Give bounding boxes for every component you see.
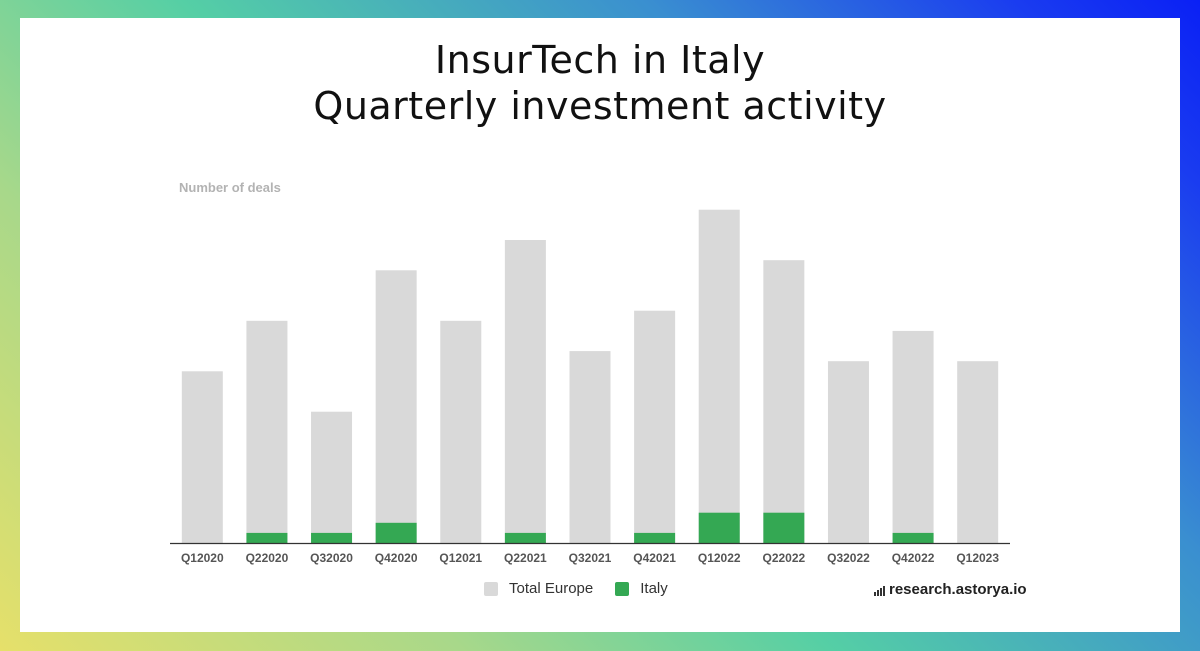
bar-italy-q22021 xyxy=(504,532,546,543)
bar-total-europe-q12021 xyxy=(440,320,482,543)
legend-item-total-europe: Total Europe xyxy=(484,580,593,597)
bar-total-europe-q22022 xyxy=(763,260,805,543)
legend-swatch-italy xyxy=(615,581,630,596)
y-axis-label: Number of deals xyxy=(179,180,281,195)
bar-total-europe-q42021 xyxy=(634,310,676,543)
brand-watermark: research.astorya.io xyxy=(874,581,1027,598)
x-tick-label: Q42022 xyxy=(892,551,935,565)
x-tick-label: Q32022 xyxy=(827,551,870,565)
bar-total-europe-q42022 xyxy=(892,330,934,543)
bar-total-europe-q12023 xyxy=(957,361,999,543)
bar-italy-q12022 xyxy=(698,512,740,543)
bar-italy-q22020 xyxy=(246,532,288,543)
legend-label-total-europe: Total Europe xyxy=(509,580,594,597)
bar-italy-q42022 xyxy=(892,532,934,543)
x-tick-label: Q32020 xyxy=(310,551,353,565)
x-tick-label: Q22020 xyxy=(246,551,289,565)
x-tick-label: Q12021 xyxy=(439,551,482,565)
legend-label-italy: Italy xyxy=(640,580,668,597)
x-tick-label: Q42021 xyxy=(633,551,676,565)
x-tick-label: Q22021 xyxy=(504,551,547,565)
legend-swatch-total-europe xyxy=(484,581,498,596)
bar-total-europe-q32020 xyxy=(311,411,353,543)
bar-total-europe-q12022 xyxy=(698,209,740,543)
x-tick-label: Q12020 xyxy=(181,551,224,565)
chart-title: InsurTech in Italy xyxy=(434,38,766,82)
bar-italy-q32020 xyxy=(311,532,353,543)
brand-text: research.astorya.io xyxy=(889,581,1027,598)
bar-italy-q22022 xyxy=(763,512,805,543)
bar-total-europe-q42020 xyxy=(375,270,417,543)
bar-italy-q42020 xyxy=(375,522,417,543)
x-tick-label: Q42020 xyxy=(375,551,418,565)
bar-total-europe-q12020 xyxy=(181,371,223,543)
legend-item-italy: Italy xyxy=(615,580,668,597)
bar-italy-q42021 xyxy=(634,532,676,543)
x-tick-label: Q32021 xyxy=(569,551,612,565)
legend: Total Europe Italy xyxy=(484,580,690,597)
chart-subtitle: Quarterly investment activity xyxy=(313,84,887,128)
bar-logo-icon xyxy=(874,584,886,596)
x-tick-label: Q12022 xyxy=(698,551,741,565)
bar-total-europe-q32021 xyxy=(569,351,611,543)
x-tick-label: Q12023 xyxy=(956,551,999,565)
bar-total-europe-q22020 xyxy=(246,320,288,543)
bar-total-europe-q22021 xyxy=(504,240,546,543)
bar-total-europe-q32022 xyxy=(827,361,869,543)
x-tick-label: Q22022 xyxy=(762,551,805,565)
